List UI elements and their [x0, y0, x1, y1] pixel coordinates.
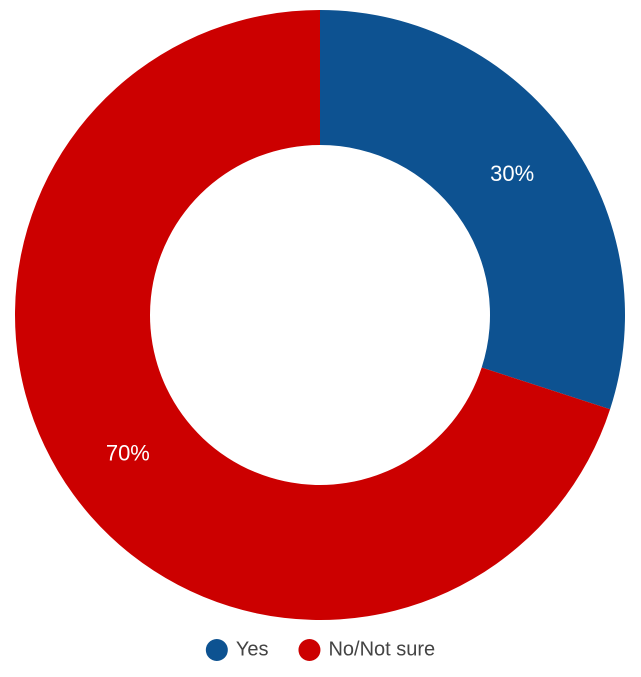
legend-marker	[205, 639, 228, 661]
slice	[15, 10, 611, 620]
slice-label: 30%	[490, 161, 534, 186]
legend-label: No/Not sure	[328, 638, 435, 660]
legend-marker	[298, 639, 321, 661]
slice	[320, 10, 625, 410]
legend-label: Yes	[236, 638, 269, 660]
slice-label: 70%	[106, 440, 150, 465]
